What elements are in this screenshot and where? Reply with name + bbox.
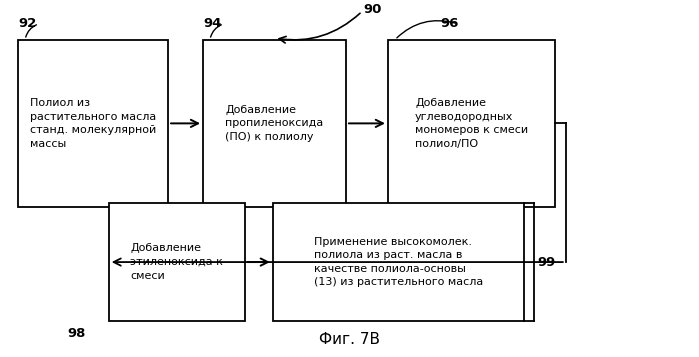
- Bar: [18, 40, 168, 207]
- Bar: [388, 40, 555, 207]
- Text: Полиол из
растительного масла
станд. молекулярной
массы: Полиол из растительного масла станд. мол…: [30, 98, 157, 149]
- Text: 90: 90: [363, 3, 382, 16]
- Text: Добавление
этиленоксида к
смеси: Добавление этиленоксида к смеси: [131, 243, 223, 281]
- Bar: [109, 203, 245, 321]
- Bar: [273, 203, 524, 321]
- Bar: [203, 40, 346, 207]
- Text: 99: 99: [538, 256, 556, 268]
- Text: 98: 98: [67, 327, 85, 340]
- Text: Добавление
углеводородных
мономеров к смеси
полиол/ПО: Добавление углеводородных мономеров к см…: [415, 98, 528, 149]
- Text: Применение высокомолек.
полиола из раст. масла в
качестве полиола-основы
(13) из: Применение высокомолек. полиола из раст.…: [314, 237, 483, 287]
- Text: Фиг. 7В: Фиг. 7В: [319, 332, 380, 347]
- Text: 92: 92: [18, 17, 36, 30]
- Text: 94: 94: [203, 17, 222, 30]
- Text: 96: 96: [440, 17, 459, 30]
- Text: Добавление
пропиленоксида
(ПО) к полиолу: Добавление пропиленоксида (ПО) к полиолу: [225, 105, 324, 142]
